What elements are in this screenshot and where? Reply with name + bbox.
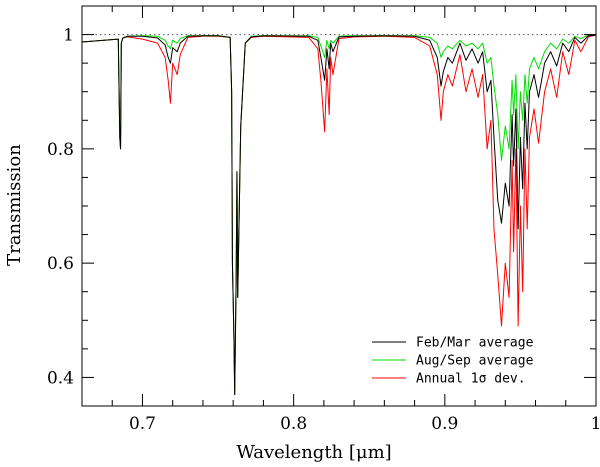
legend-label: Feb/Mar average [416, 336, 534, 351]
legend-label: Aug/Sep average [416, 354, 534, 369]
x-tick-label: 0.7 [129, 414, 156, 434]
ticks-layer: 0.7 0.8 0.9 1 0.4 0.6 0.8 1 [47, 5, 600, 434]
x-tick-label: 0.9 [431, 414, 458, 434]
legend: Feb/Mar average Aug/Sep average Annual 1σ … [372, 336, 534, 387]
series-line-annual-1-dev [82, 34, 596, 396]
y-axis-label: Transmission [4, 144, 25, 266]
x-tick-label: 0.8 [280, 414, 307, 434]
series-line-aug-sep-average [82, 34, 596, 396]
x-tick-label: 1 [591, 414, 600, 434]
y-tick-label: 0.4 [47, 368, 74, 388]
series-layer [82, 34, 596, 396]
y-tick-label: 0.8 [47, 140, 74, 160]
series-line-feb-mar-average [82, 34, 596, 396]
legend-label: Annual 1σ dev. [416, 372, 526, 387]
y-tick-label: 1 [63, 26, 74, 46]
x-axis-label: Wavelength [μm] [236, 442, 391, 463]
y-tick-label: 0.6 [47, 254, 74, 274]
